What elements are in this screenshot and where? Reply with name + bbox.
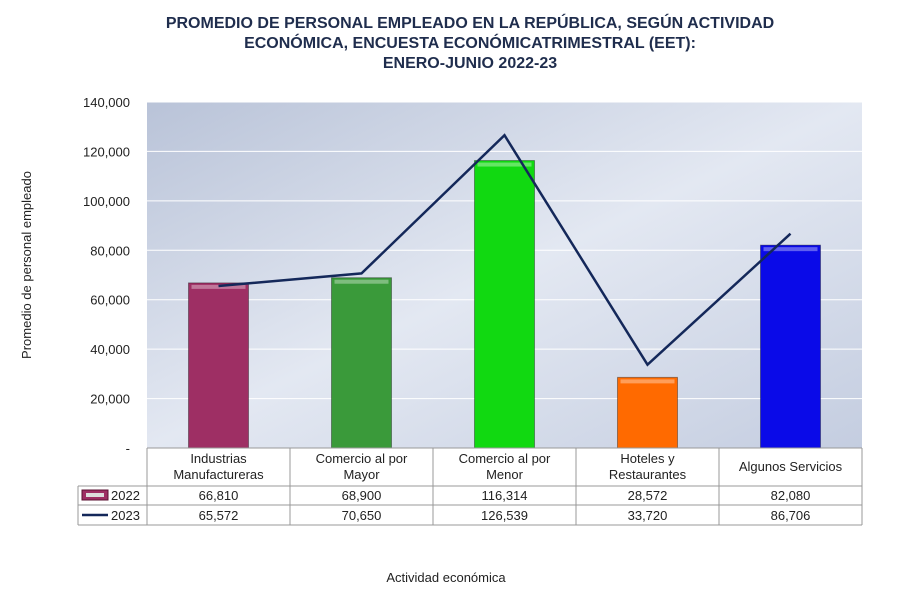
value-2022: 116,314 xyxy=(481,488,527,503)
bar-highlight xyxy=(477,162,532,167)
category-label: Restaurantes xyxy=(609,467,687,482)
value-2022: 28,572 xyxy=(628,488,668,503)
category-label: Mayor xyxy=(343,467,380,482)
value-2022: 68,900 xyxy=(342,488,382,503)
value-2023: 65,572 xyxy=(199,508,239,523)
value-2022: 82,080 xyxy=(771,488,811,503)
bar-2022 xyxy=(617,376,678,449)
value-2023: 33,720 xyxy=(628,508,668,523)
bar-2022 xyxy=(474,160,535,449)
bar-highlight xyxy=(763,247,818,252)
category-label: Industrias xyxy=(190,451,247,466)
category-label: Comercio al por xyxy=(316,451,408,466)
y-tick-label: 20,000 xyxy=(90,392,130,407)
value-2023: 70,650 xyxy=(342,508,382,523)
y-tick-label: 120,000 xyxy=(83,144,130,159)
value-2023: 86,706 xyxy=(771,508,811,523)
chart-title: PROMEDIO DE PERSONAL EMPLEADO EN LA REPÚ… xyxy=(166,13,774,72)
title-line: ENERO-JUNIO 2022-23 xyxy=(383,55,557,72)
category-label: Manufactureras xyxy=(173,467,264,482)
bar-2022 xyxy=(760,244,821,449)
y-tick-label: 60,000 xyxy=(90,293,130,308)
title-line: ECONÓMICA, ENCUESTA ECONÓMICATRIMESTRAL … xyxy=(244,33,696,52)
y-tick-label: 140,000 xyxy=(83,95,130,110)
bar-2022 xyxy=(188,282,249,449)
bar-highlight xyxy=(191,284,246,289)
y-tick-label: - xyxy=(126,441,130,456)
legend-key-highlight xyxy=(86,493,104,497)
legend-label-2023: 2023 xyxy=(111,508,140,523)
y-tick-label: 80,000 xyxy=(90,243,130,258)
bar-highlight xyxy=(334,279,389,284)
y-tick-label: 40,000 xyxy=(90,342,130,357)
value-2023: 126,539 xyxy=(481,508,528,523)
category-label: Comercio al por xyxy=(459,451,551,466)
y-axis-label: Promedio de personal empleado xyxy=(19,171,34,359)
value-2022: 66,810 xyxy=(199,488,239,503)
title-line: PROMEDIO DE PERSONAL EMPLEADO EN LA REPÚ… xyxy=(166,13,774,32)
bar-highlight xyxy=(620,379,675,384)
category-label: Menor xyxy=(486,467,524,482)
category-label: Hoteles y xyxy=(620,451,675,466)
y-tick-label: 100,000 xyxy=(83,194,130,209)
x-axis-label: Actividad económica xyxy=(386,570,506,585)
bar-2022 xyxy=(331,277,392,449)
category-label: Algunos Servicios xyxy=(739,459,843,474)
legend-label-2022: 2022 xyxy=(111,488,140,503)
